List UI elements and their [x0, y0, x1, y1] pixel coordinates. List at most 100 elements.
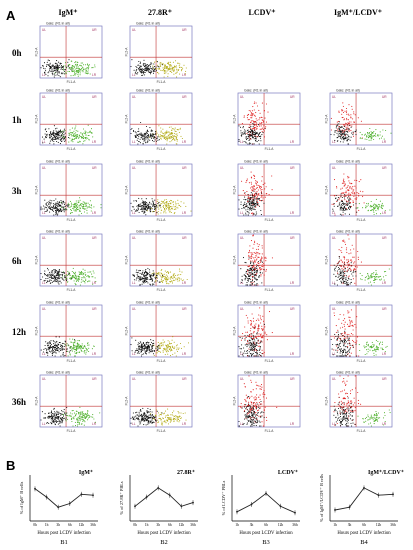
- quadrant-label: UL: [132, 28, 136, 32]
- quadrant-label: LR: [182, 73, 187, 77]
- quadrant-label: LR: [182, 352, 187, 356]
- axis-label-x: FL1-A: [265, 147, 275, 151]
- quadrant-label: LR: [382, 211, 387, 215]
- plot-header: Gate: (R1 in all): [244, 160, 268, 164]
- column-header: IgM⁺: [59, 8, 78, 17]
- plot-header: Gate: (R1 in all): [244, 230, 268, 234]
- flow-plot: Gate: (R1 in all) FL2-A FL1-A UL UR LL LR: [125, 160, 193, 222]
- x-tick-label: 0h: [133, 523, 137, 527]
- data-point: [57, 506, 60, 509]
- x-tick-label: 3h: [348, 523, 352, 527]
- line-chart-B3: LCDV⁺ % of LCDV⁺ PBLs Hours post LCDV infe…: [221, 469, 300, 546]
- flow-plot: Gate: (R1 in all) FL2-A FL1-A UL UR LL LR: [125, 22, 193, 84]
- quadrant-label: LL: [42, 140, 46, 144]
- axis-label-x: FL1-A: [157, 288, 167, 292]
- x-tick-label: 1h: [45, 523, 49, 527]
- quadrant-label: LL: [132, 140, 136, 144]
- data-point: [34, 487, 36, 490]
- chart-caption: B4: [360, 539, 368, 546]
- quadrant-label: LL: [42, 352, 46, 356]
- quadrant-label: UL: [332, 236, 336, 240]
- plot-header: Gate: (R1 in all): [244, 371, 268, 375]
- chart-ylabel: % of LCDV⁺ PBLs: [221, 480, 226, 515]
- data-point: [180, 505, 183, 508]
- row-label: 6h: [12, 256, 22, 266]
- axis-label-y: FL2-A: [325, 396, 329, 406]
- quadrant-label: LL: [42, 211, 46, 215]
- axis-label-x: FL1-A: [357, 429, 367, 433]
- quadrant-label: UL: [240, 166, 244, 170]
- quadrant-label: LR: [290, 352, 295, 356]
- quadrant-label: UL: [42, 95, 46, 99]
- axis-label-x: FL1-A: [67, 288, 77, 292]
- line-chart-B1: IgM⁺ % of IgM⁺ B cells Hours post LCDV inf…: [19, 469, 98, 546]
- axis-label-y: FL2-A: [125, 185, 129, 195]
- quadrant-label: LR: [290, 422, 295, 426]
- axis-label-y: FL2-A: [35, 255, 39, 265]
- quadrant-label: LL: [42, 73, 46, 77]
- axis-label-y: FL2-A: [233, 326, 237, 336]
- quadrant-label: UR: [290, 377, 295, 381]
- flow-plot: Gate: (R1 in all) FL2-A FL1-A UL UR LL LR: [125, 230, 193, 292]
- x-tick-label: 1h: [235, 523, 239, 527]
- axis-label-x: FL1-A: [357, 147, 367, 151]
- flow-plot: Gate: (R1 in all) FL2-A FL1-A UL UR LL LR: [233, 371, 301, 433]
- x-tick-label: 3h: [250, 523, 254, 527]
- axis-label-y: FL2-A: [325, 255, 329, 265]
- quadrant-label: UR: [182, 236, 187, 240]
- quadrant-label: UR: [92, 95, 97, 99]
- chart-title: 27.8R⁺: [177, 469, 195, 476]
- axis-label-y: FL2-A: [35, 185, 39, 195]
- chart-xlabel: Hours post LCDV infection: [239, 531, 293, 536]
- quadrant-label: LR: [92, 211, 97, 215]
- axis-label-y: FL2-A: [125, 255, 129, 265]
- quadrant-label: LR: [290, 281, 295, 285]
- data-point: [236, 510, 238, 513]
- quadrant-label: UL: [132, 95, 136, 99]
- quadrant-label: UR: [382, 377, 387, 381]
- quadrant-label: UR: [182, 95, 187, 99]
- quadrant-label: LR: [382, 352, 387, 356]
- axis-label-x: FL1-A: [265, 359, 275, 363]
- line-chart-B2: 27.8R⁺ % of 27.8R⁺ PBLs Hours post LCDV in…: [119, 469, 198, 546]
- flow-plot: Gate: (R1 in all) FL2-A FL1-A UL UR LL LR: [125, 89, 193, 151]
- data-point: [294, 511, 296, 514]
- plot-header: Gate: (R1 in all): [336, 371, 360, 375]
- x-tick-label: 6h: [264, 523, 268, 527]
- plot-header: Gate: (R1 in all): [46, 22, 70, 26]
- axis-label-x: FL1-A: [357, 288, 367, 292]
- flow-plot: Gate: (R1 in all) FL2-A FL1-A UL UR LL LR: [325, 89, 393, 151]
- data-point: [168, 494, 171, 497]
- chart-caption: B3: [262, 539, 270, 546]
- quadrant-label: UR: [182, 377, 187, 381]
- panel-a-letter: A: [6, 8, 16, 23]
- column-headers: IgM⁺ 27.8R⁺ LCDV⁺ IgM⁺/LCDV⁺: [59, 8, 382, 17]
- quadrant-label: UL: [42, 28, 46, 32]
- plot-header: Gate: (R1 in all): [46, 301, 70, 305]
- axis-label-x: FL1-A: [67, 429, 77, 433]
- x-tick-label: 12h: [79, 523, 85, 527]
- series-line: [334, 487, 394, 511]
- quadrant-label: UL: [42, 307, 46, 311]
- chart-title: IgM⁺/LCDV⁺: [368, 469, 404, 476]
- quadrant-label: LL: [332, 422, 336, 426]
- data-point: [250, 503, 253, 506]
- flow-plot: Gate: (R1 in all) FL2-A FL1-A UL UR LL LR: [35, 230, 103, 292]
- column-header: 27.8R⁺: [148, 8, 172, 17]
- quadrant-label: LL: [240, 352, 244, 356]
- quadrant-label: UR: [290, 95, 295, 99]
- data-point: [157, 486, 160, 489]
- quadrant-label: LR: [182, 140, 187, 144]
- axis-label-y: FL2-A: [125, 47, 129, 57]
- quadrant-label: LR: [382, 281, 387, 285]
- axis-label-x: FL1-A: [67, 147, 77, 151]
- plot-header: Gate: (R1 in all): [336, 89, 360, 93]
- flow-plot: Gate: (R1 in all) FL2-A FL1-A UL UR LL LR: [35, 89, 103, 151]
- x-tick-label: 3h: [156, 523, 160, 527]
- axis-label-x: FL1-A: [265, 288, 275, 292]
- quadrant-label: UR: [92, 307, 97, 311]
- quadrant-label: UR: [382, 236, 387, 240]
- quadrant-label: UR: [182, 166, 187, 170]
- quadrant-label: LR: [182, 211, 187, 215]
